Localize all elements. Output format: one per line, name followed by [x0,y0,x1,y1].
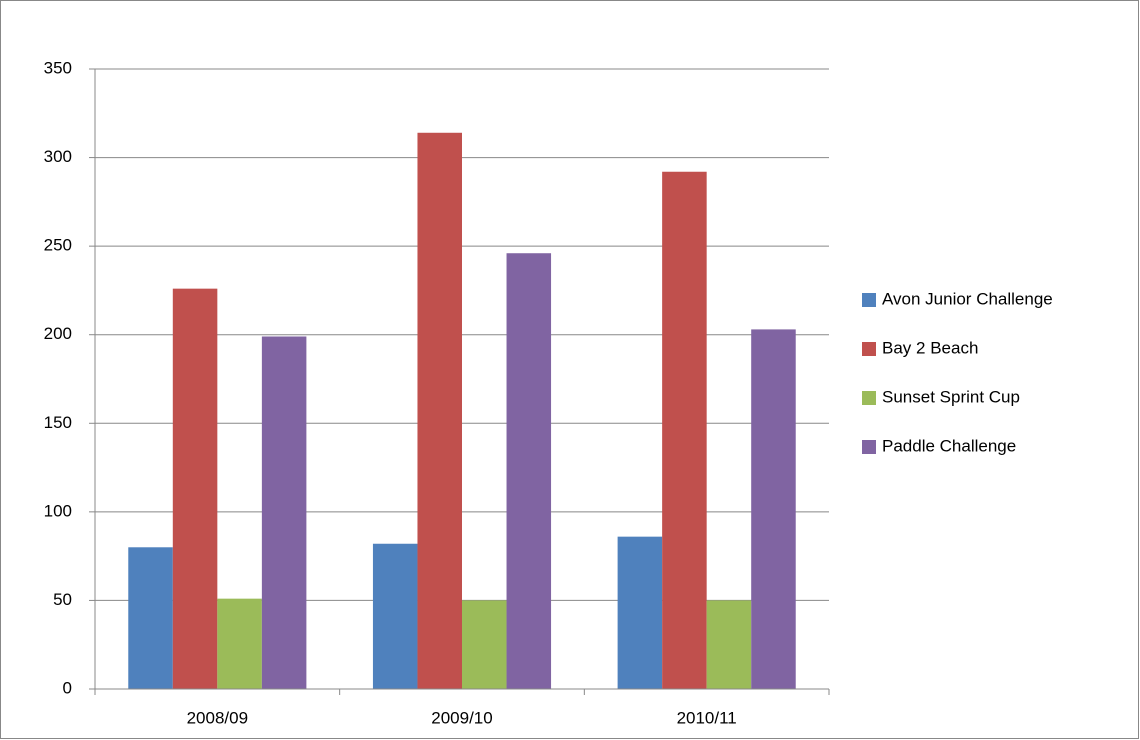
y-tick-label: 0 [63,678,72,697]
bar [617,536,663,689]
bar [372,543,418,689]
bar [172,288,218,689]
legend-label: Paddle Challenge [882,436,1016,455]
bar [506,253,552,689]
x-tick-label: 2009/10 [431,708,492,727]
bar [217,598,262,689]
x-tick-label: 2010/11 [677,708,737,727]
bar [706,600,752,689]
legend-label: Avon Junior Challenge [882,289,1053,308]
legend-label: Sunset Sprint Cup [882,387,1020,406]
legend-swatch [862,293,876,307]
y-tick-label: 150 [44,413,72,432]
y-tick-label: 200 [44,324,72,343]
legend-swatch [862,391,876,405]
y-tick-label: 250 [44,236,72,255]
y-tick-label: 50 [53,590,72,609]
y-tick-label: 350 [44,58,72,77]
x-tick-label: 2008/09 [187,708,248,727]
bar [662,171,707,689]
bar [751,329,796,689]
y-tick-label: 100 [44,501,72,520]
y-tick-label: 300 [44,147,72,166]
legend-label: Bay 2 Beach [882,338,978,357]
bar [462,600,507,689]
bar [417,132,462,689]
legend-swatch [862,440,876,454]
bar [128,547,173,689]
legend-swatch [862,342,876,356]
bar [261,336,307,689]
